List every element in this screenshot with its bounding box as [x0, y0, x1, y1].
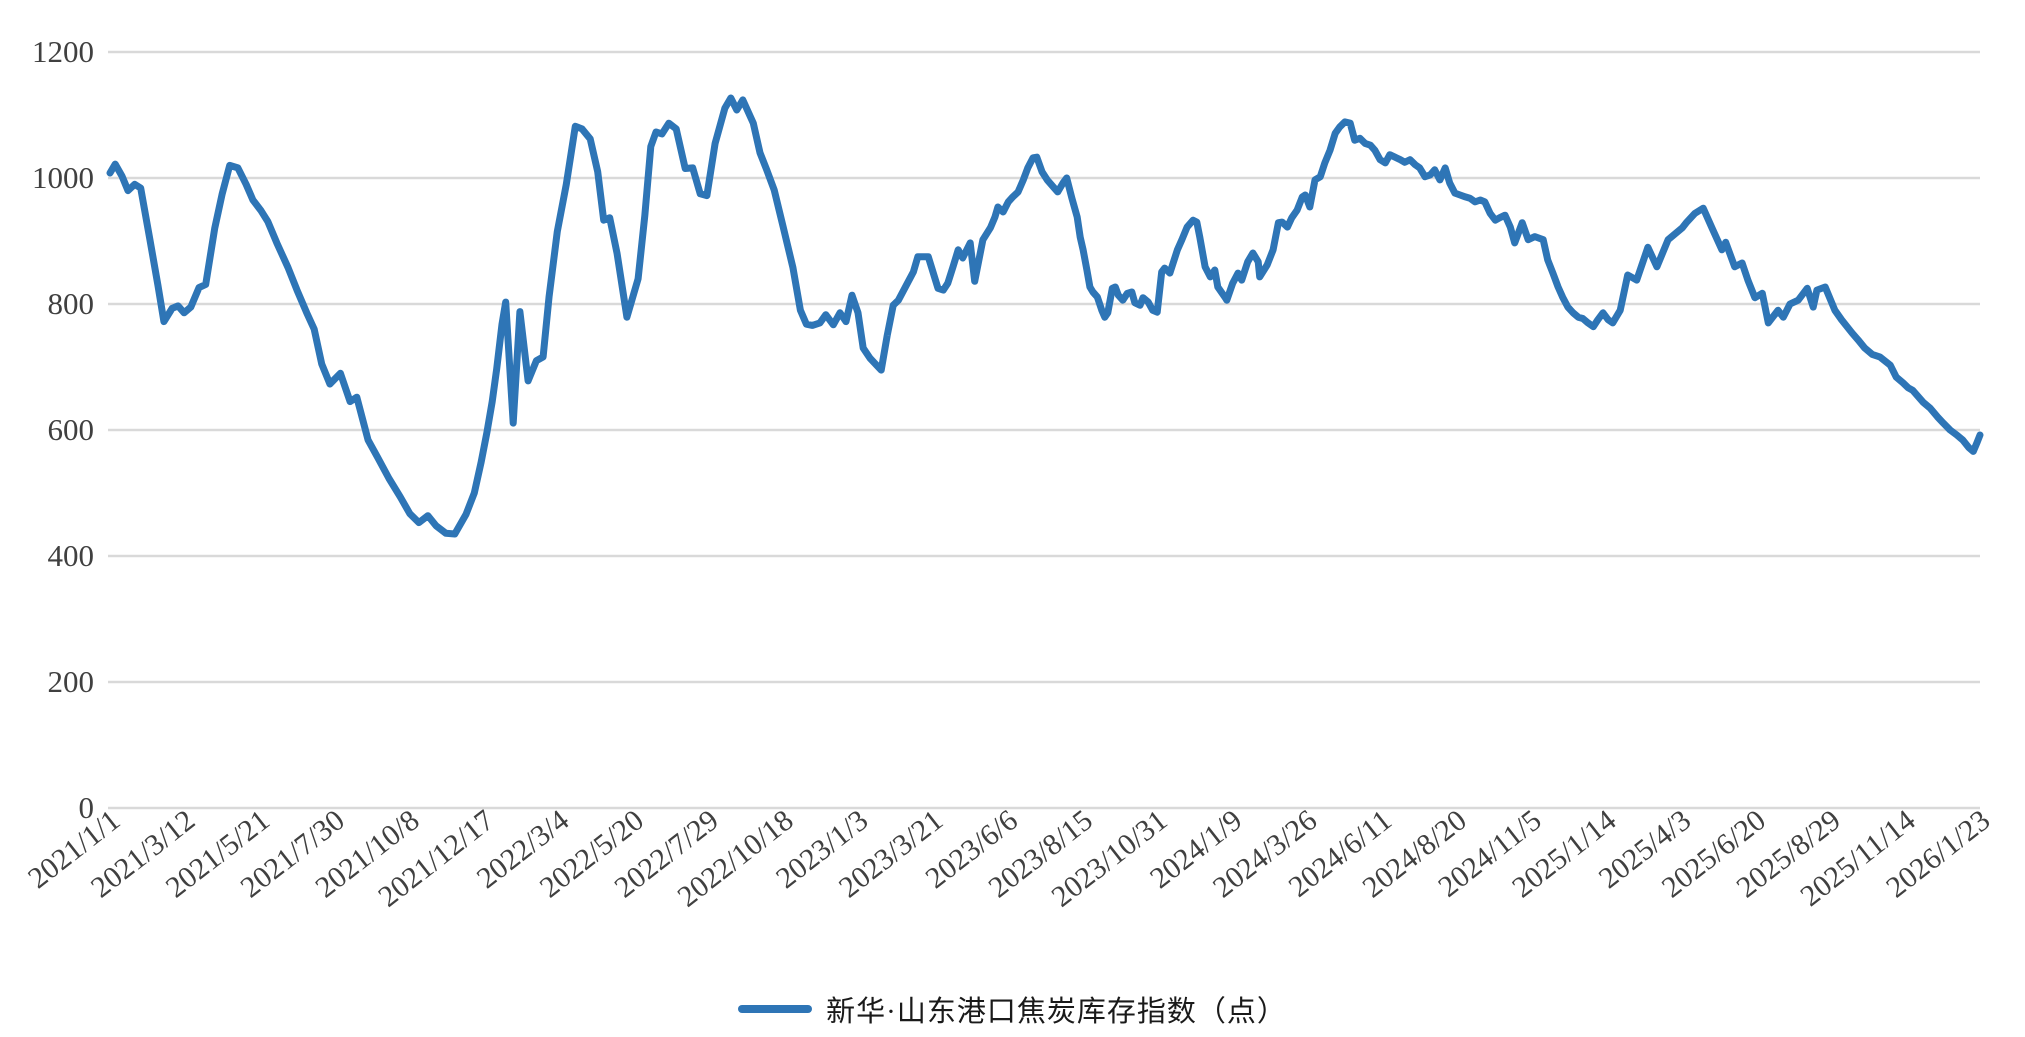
y-axis-tick-label: 200 — [48, 664, 95, 699]
y-axis-tick-label: 600 — [48, 412, 95, 447]
y-axis-tick-label: 800 — [48, 286, 95, 321]
legend: 新华·山东港口焦炭库存指数（点） — [0, 988, 2025, 1030]
legend-line-swatch — [738, 1005, 813, 1013]
index-trend-line — [106, 94, 1984, 538]
y-axis-tick-label: 400 — [48, 538, 95, 573]
legend-label: 新华·山东港口焦炭库存指数（点） — [826, 996, 1287, 1028]
y-axis-tick-label: 1200 — [32, 34, 94, 69]
y-axis-tick-label: 1000 — [32, 160, 94, 195]
y-axis-tick-label: 0 — [79, 790, 95, 825]
